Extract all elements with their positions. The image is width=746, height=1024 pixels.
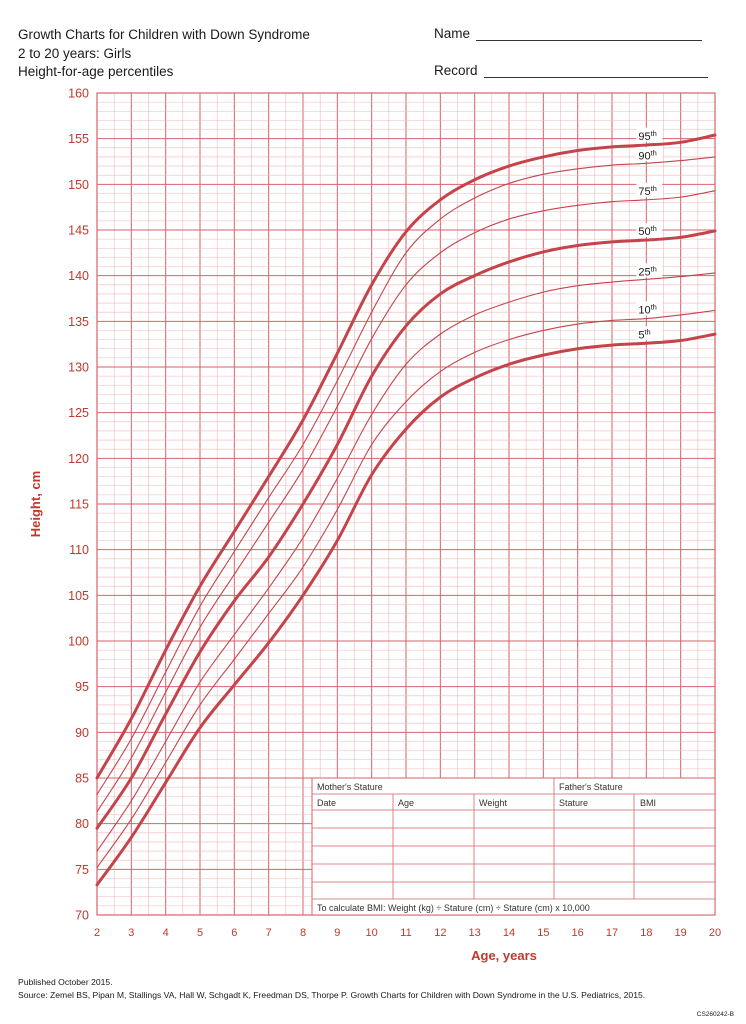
x-tick-label: 7 <box>266 927 272 939</box>
percentile-label-bg <box>636 127 663 142</box>
name-line[interactable] <box>476 28 703 41</box>
published-note: Published October 2015. <box>18 977 113 987</box>
x-tick-label: 15 <box>537 927 549 939</box>
y-tick-label: 100 <box>68 635 89 649</box>
percentile-label: 10th <box>638 302 657 316</box>
y-tick-label: 115 <box>69 498 89 512</box>
percentile-line-10 <box>96 309 716 869</box>
chart-subtitle-percentiles: Height-for-age percentiles <box>18 64 174 79</box>
source-note: Source: Zemel BS, Pipan M, Stallings VA,… <box>18 990 646 1000</box>
y-tick-label: 110 <box>69 543 89 557</box>
percentile-line-75 <box>96 190 716 813</box>
y-axis-label: Height, cm <box>28 471 43 537</box>
y-tick-label: 95 <box>75 680 89 694</box>
record-label: Record <box>434 63 478 78</box>
table-column-header: Stature <box>559 798 588 808</box>
chart-title-block: Growth Charts for Children with Down Syn… <box>18 26 310 82</box>
x-tick-label: 20 <box>709 927 721 939</box>
document-code: CS260242-B <box>696 1011 734 1018</box>
x-tick-label: 11 <box>400 927 411 939</box>
percentile-label: 75th <box>638 184 657 198</box>
y-tick-label: 80 <box>75 817 89 831</box>
mothers-stature-heading: Mother's Stature <box>317 782 383 792</box>
percentile-line-90 <box>96 156 716 795</box>
percentile-label: 90th <box>638 148 657 162</box>
y-tick-label: 90 <box>75 726 89 740</box>
y-tick-label: 155 <box>68 132 89 146</box>
y-tick-label: 135 <box>68 315 89 329</box>
x-tick-label: 12 <box>434 927 446 939</box>
percentile-line-50 <box>95 229 717 830</box>
percentile-label-bg <box>636 182 663 197</box>
y-tick-label: 85 <box>75 772 89 786</box>
table-column-header: BMI <box>640 798 656 808</box>
x-tick-label: 14 <box>503 927 515 939</box>
table-column-header: Date <box>317 798 336 808</box>
percentile-label-bg <box>636 223 663 238</box>
table-column-header: Weight <box>479 798 507 808</box>
y-tick-label: 150 <box>68 178 89 192</box>
bmi-formula-note: To calculate BMI: Weight (kg) ÷ Stature … <box>317 903 590 913</box>
x-tick-label: 13 <box>469 927 481 939</box>
name-field: Name <box>434 26 703 41</box>
x-tick-label: 9 <box>334 927 340 939</box>
x-tick-label: 5 <box>197 927 203 939</box>
stature-table-box <box>311 777 716 916</box>
y-tick-label: 105 <box>68 589 89 603</box>
x-tick-label: 17 <box>606 927 618 939</box>
fathers-stature-heading: Father's Stature <box>559 782 623 792</box>
name-label: Name <box>434 26 471 41</box>
y-tick-label: 120 <box>68 452 89 466</box>
percentile-label: 25th <box>638 264 657 278</box>
percentile-line-95 <box>95 133 717 780</box>
percentile-label-bg <box>636 301 663 316</box>
x-tick-label: 18 <box>640 927 652 939</box>
percentile-curves: 95th 90th 75th 50th 25th 10th 5th <box>95 127 717 887</box>
x-tick-label: 16 <box>572 927 584 939</box>
percentile-line-25 <box>96 272 716 852</box>
y-tick-label: 75 <box>75 863 89 877</box>
chart-subtitle: 2 to 20 years: Girls <box>18 45 132 61</box>
chart-title: Growth Charts for Children with Down Syn… <box>18 27 310 42</box>
x-tick-label: 19 <box>675 927 687 939</box>
x-tick-label: 6 <box>231 927 237 939</box>
x-axis-label: Age, years <box>471 948 537 963</box>
x-tick-label: 3 <box>128 927 134 939</box>
x-tick-label: 4 <box>163 927 169 939</box>
percentile-label-bg <box>636 147 663 162</box>
y-tick-label: 160 <box>68 87 89 101</box>
record-line[interactable] <box>483 65 708 78</box>
y-tick-label: 130 <box>68 361 89 375</box>
stature-table: Mother's Stature Father's Stature Date Age W… <box>311 777 716 916</box>
y-tick-label: 140 <box>68 269 89 283</box>
y-tick-label: 70 <box>75 909 89 923</box>
percentile-label: 50th <box>638 224 657 238</box>
percentile-label-bg <box>636 263 663 278</box>
percentile-label: 5th <box>638 327 650 341</box>
y-tick-label: 145 <box>68 224 89 238</box>
percentile-line-5 <box>95 332 717 887</box>
x-tick-label: 10 <box>366 927 378 939</box>
percentile-label-bg <box>636 326 663 341</box>
x-tick-label: 2 <box>94 927 100 939</box>
table-column-header: Age <box>398 798 414 808</box>
y-tick-label: 125 <box>68 406 89 420</box>
x-tick-label: 8 <box>300 927 306 939</box>
percentile-label: 95th <box>638 129 657 143</box>
record-field: Record <box>434 63 708 78</box>
